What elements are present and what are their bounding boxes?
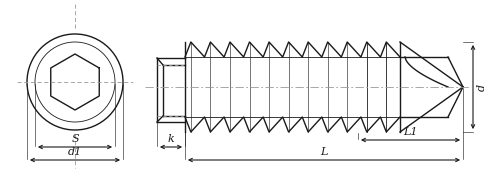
Text: S: S <box>71 134 79 144</box>
Text: k: k <box>168 134 174 144</box>
Text: L: L <box>320 147 328 157</box>
Text: d1: d1 <box>68 147 82 157</box>
Text: L1: L1 <box>403 127 418 137</box>
Text: d: d <box>477 84 487 90</box>
